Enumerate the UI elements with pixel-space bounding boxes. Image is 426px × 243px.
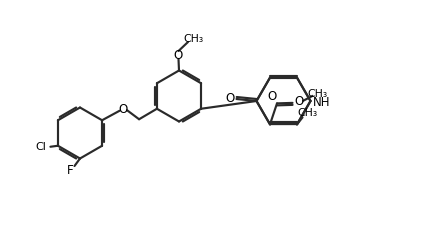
Text: NH: NH <box>313 95 330 109</box>
Text: O: O <box>267 90 276 103</box>
Text: O: O <box>225 92 234 105</box>
Text: O: O <box>173 49 183 61</box>
Text: O: O <box>294 95 303 108</box>
Text: F: F <box>66 164 73 177</box>
Text: CH₃: CH₃ <box>297 108 317 118</box>
Text: Cl: Cl <box>35 142 46 152</box>
Text: CH₃: CH₃ <box>307 89 327 99</box>
Text: O: O <box>118 103 127 116</box>
Text: CH₃: CH₃ <box>182 34 203 43</box>
